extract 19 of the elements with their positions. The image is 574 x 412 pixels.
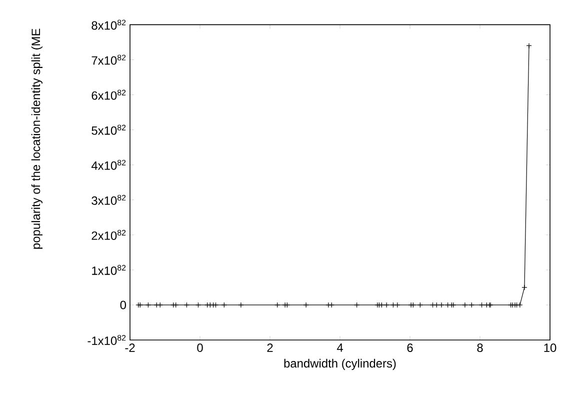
y-tick-label: 2x10$^{82}$ <box>92 230 126 240</box>
y-tick-label: 6x10$^{82}$ <box>92 90 126 100</box>
y-tick-label: 0 <box>120 300 126 310</box>
x-tick-label: -2 <box>125 344 135 352</box>
x-tick-label: 4 <box>336 344 343 352</box>
y-tick-label: 8x10$^{82}$ <box>92 20 126 30</box>
y-tick-label: 3x10$^{82}$ <box>92 194 126 205</box>
x-tick-label: 0 <box>197 344 203 352</box>
x-tick-label: 8 <box>477 344 483 352</box>
y-tick-label: 4x10$^{82}$ <box>91 160 126 170</box>
y-tick-label: 5x10$^{82}$ <box>92 124 126 135</box>
y-tick-label: 1x10$^{82}$ <box>92 264 126 275</box>
y-tick-label: -1x10$^{82}$ <box>88 334 126 345</box>
y-tick-label: 7x10$^{82}$ <box>92 54 126 65</box>
y-axis-title: popularity of the location-identity split (ME <box>31 28 42 249</box>
x-axis-title: bandwidth (cylinders) <box>284 358 396 370</box>
x-tick-label: 2 <box>267 344 273 352</box>
x-tick-label: 10 <box>544 344 556 352</box>
x-tick-label: 6 <box>407 344 413 352</box>
